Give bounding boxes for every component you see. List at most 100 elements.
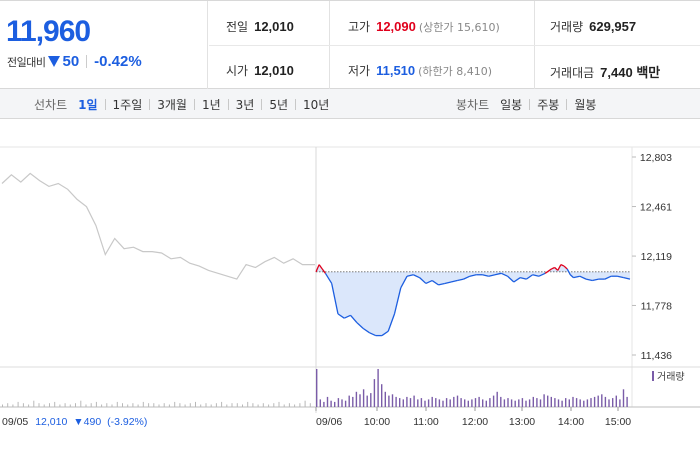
volume-bar: [543, 394, 545, 407]
stat-label: 고가: [348, 20, 371, 34]
volume-bar: [518, 399, 520, 407]
volume-bar: [464, 399, 466, 407]
volume-bar: [424, 400, 426, 407]
stat-label: 시가: [226, 64, 249, 78]
volume-bar: [536, 398, 538, 407]
period-1d[interactable]: 1일: [78, 97, 98, 112]
volume-bar-prev: [262, 403, 264, 407]
prev-day-change-pct: (-3.92%): [107, 416, 147, 428]
today-line-segment: [526, 274, 534, 280]
prev-day-info: 09/05 12,010 ▼490 (-3.92%): [2, 416, 147, 428]
volume-bar-prev: [49, 403, 50, 407]
volume-bar: [604, 396, 607, 407]
volume-bar: [438, 399, 441, 407]
volume-bar: [319, 399, 321, 407]
today-line-segment: [369, 332, 376, 337]
volume-bar-prev: [257, 404, 259, 407]
divider: [295, 98, 297, 110]
today-line-segment: [331, 283, 339, 314]
today-line-segment: [563, 265, 568, 270]
today-line-segment: [406, 274, 414, 277]
volume-bar: [344, 400, 347, 407]
volume-bar: [601, 394, 603, 407]
volume-bar-prev: [294, 404, 296, 407]
divider: [529, 98, 531, 110]
stats-column-prev-open: 전일 12,010 시가 12,010: [209, 1, 330, 89]
prev-day-line: [1, 172, 315, 280]
period-10y[interactable]: 10년: [303, 97, 330, 112]
volume-bar-prev: [122, 403, 123, 407]
divider: [193, 98, 195, 110]
volume-bar: [597, 395, 599, 407]
volume-bar-prev: [174, 401, 176, 407]
volume-bar-prev: [247, 401, 249, 407]
volume-bar: [381, 384, 383, 407]
x-tick-label: 15:00: [605, 416, 631, 428]
candle-monthly[interactable]: 월봉: [574, 97, 597, 112]
volume-bar: [539, 399, 542, 407]
candle-daily[interactable]: 일봉: [500, 97, 523, 112]
period-1w[interactable]: 1주일: [112, 97, 143, 112]
volume-bar: [467, 400, 469, 407]
volume-bar: [330, 400, 332, 407]
today-line-segment: [419, 277, 427, 284]
today-line-segment: [438, 282, 445, 286]
volume-bar: [334, 401, 336, 407]
divider: [149, 98, 151, 110]
volume-bar: [496, 391, 498, 407]
today-line-segment: [532, 274, 540, 277]
volume-bar: [406, 396, 408, 407]
volume-bar: [359, 394, 361, 407]
today-line-segment: [315, 264, 320, 273]
today-line-segment: [554, 267, 559, 271]
x-tick-label: 09/06: [316, 416, 342, 428]
volume-bar-prev: [85, 404, 87, 407]
volume-bar: [431, 396, 433, 407]
volume-bar-prev: [33, 400, 35, 407]
volume-bar: [482, 399, 484, 407]
volume-bar-prev: [242, 404, 243, 407]
y-tick-label: 11,778: [641, 300, 672, 312]
volume-bar-prev: [80, 400, 82, 407]
volume-bar-prev: [54, 401, 56, 407]
today-series: [315, 264, 631, 337]
today-line-segment: [337, 313, 345, 319]
today-line-segment: [551, 266, 555, 270]
today-line-segment: [457, 278, 464, 282]
volume-bar-prev: [189, 403, 191, 407]
today-line-segment: [557, 264, 562, 271]
today-line-segment: [488, 274, 496, 277]
candle-weekly[interactable]: 주봉: [537, 97, 560, 112]
volume-bar-prev: [304, 400, 306, 407]
today-line-segment: [400, 275, 408, 289]
volume-bar: [316, 369, 318, 407]
today-area-fill: [316, 264, 630, 336]
period-3y[interactable]: 3년: [235, 97, 255, 112]
volume-bar: [626, 396, 628, 407]
volume-bar: [500, 396, 502, 407]
volume-bar: [352, 396, 354, 407]
price-summary: 11,960 전일대비 50 -0.42% 전일 12,010 시가 12,010 …: [0, 0, 700, 89]
volume-bar: [417, 399, 419, 407]
volume-bar-prev: [299, 403, 301, 407]
volume-bar-prev: [38, 403, 40, 407]
volume-bar-prev: [283, 404, 285, 407]
stat-value: 11,510: [376, 63, 416, 78]
today-line-segment: [463, 275, 471, 280]
today-line-segment: [519, 277, 527, 280]
today-line-segment: [507, 275, 515, 283]
period-1y[interactable]: 1년: [201, 97, 221, 112]
period-3m[interactable]: 3개월: [157, 97, 187, 112]
y-tick-label: 12,119: [641, 251, 672, 263]
y-tick-label: 12,461: [640, 202, 672, 214]
today-line-segment: [413, 274, 420, 279]
x-axis: 09/06 10:00 11:00 12:00 13:00 14:00 15:00: [315, 407, 631, 428]
intraday-price-chart[interactable]: 12,803 12,461 12,119 11,778 11,436 09/06 10:0…: [0, 119, 700, 450]
volume-bar-prev: [111, 404, 113, 407]
chart-grid: [0, 146, 700, 413]
x-tick-label: 11:00: [413, 416, 439, 428]
volume-bar: [590, 398, 592, 407]
volume-bar-prev: [101, 404, 103, 407]
volume-bar-prev: [168, 404, 170, 407]
period-5y[interactable]: 5년: [269, 97, 289, 112]
